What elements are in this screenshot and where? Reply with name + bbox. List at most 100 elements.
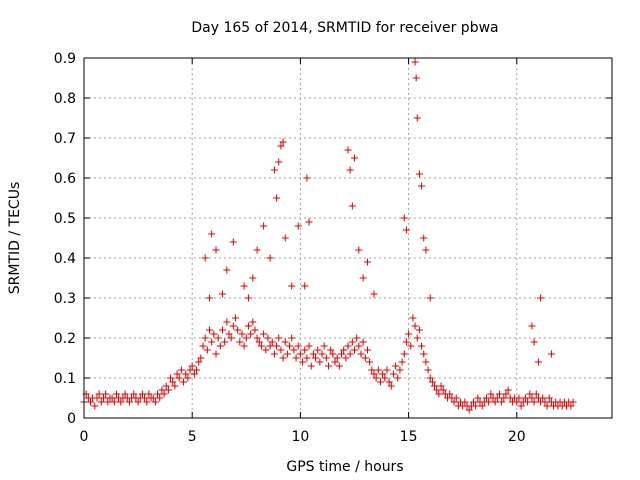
x-tick-label: 10 <box>291 429 309 445</box>
data-point <box>286 342 294 350</box>
data-point <box>320 342 328 350</box>
data-point <box>307 362 315 370</box>
data-point <box>186 366 194 374</box>
data-point <box>487 390 495 398</box>
data-point <box>112 390 120 398</box>
data-point <box>465 406 473 414</box>
data-point <box>167 374 175 382</box>
data-point <box>305 218 313 226</box>
data-point <box>318 350 326 358</box>
data-point <box>333 354 341 362</box>
data-point <box>545 394 553 402</box>
data-point <box>415 170 423 178</box>
data-point <box>383 366 391 374</box>
data-points <box>80 58 577 414</box>
data-point <box>190 370 198 378</box>
data-point <box>154 390 162 398</box>
data-point <box>281 234 289 242</box>
data-point <box>418 342 426 350</box>
data-point <box>355 246 363 254</box>
data-point <box>231 314 239 322</box>
data-point <box>450 398 458 406</box>
data-point <box>138 390 146 398</box>
data-point <box>400 214 408 222</box>
data-point <box>398 358 406 366</box>
y-tick-label: 0.3 <box>54 291 76 307</box>
data-point <box>223 318 231 326</box>
data-point <box>257 342 265 350</box>
data-point <box>537 294 545 302</box>
x-axis-ticks: 0 5 10 15 20 <box>80 58 526 445</box>
data-point <box>203 346 211 354</box>
data-point <box>212 350 220 358</box>
data-point <box>422 246 430 254</box>
data-point <box>279 138 287 146</box>
y-tick-label: 0.8 <box>54 91 76 107</box>
data-point <box>348 338 356 346</box>
data-point <box>275 334 283 342</box>
data-point <box>303 174 311 182</box>
data-point <box>99 394 107 402</box>
data-point <box>431 382 439 390</box>
data-point <box>381 374 389 382</box>
data-point <box>305 342 313 350</box>
data-point <box>223 266 231 274</box>
data-point <box>335 362 343 370</box>
data-point <box>435 390 443 398</box>
data-point <box>350 154 358 162</box>
data-point <box>234 326 242 334</box>
data-point <box>532 390 540 398</box>
data-point <box>294 342 302 350</box>
data-point <box>102 390 110 398</box>
data-point <box>195 358 203 366</box>
data-point <box>528 394 536 402</box>
data-point <box>264 334 272 342</box>
data-point <box>266 342 274 350</box>
data-point <box>359 274 367 282</box>
data-point <box>312 354 320 362</box>
data-point <box>412 74 420 82</box>
data-point <box>175 374 183 382</box>
data-point <box>266 254 274 262</box>
data-point <box>491 398 499 406</box>
data-point <box>543 402 551 410</box>
data-point <box>340 346 348 354</box>
data-point <box>240 282 248 290</box>
data-point <box>517 402 525 410</box>
x-tick-label: 0 <box>80 429 89 445</box>
data-point <box>422 358 430 366</box>
data-point <box>275 158 283 166</box>
data-point <box>184 374 192 382</box>
data-point <box>173 370 181 378</box>
data-point <box>485 398 493 406</box>
data-point <box>177 366 185 374</box>
data-point <box>322 354 330 362</box>
data-point <box>346 350 354 358</box>
data-point <box>288 282 296 290</box>
data-point <box>171 382 179 390</box>
data-point <box>169 378 177 386</box>
data-point <box>303 354 311 362</box>
x-tick-label: 5 <box>188 429 197 445</box>
data-point <box>392 362 400 370</box>
data-point <box>526 390 534 398</box>
data-point <box>541 398 549 406</box>
data-point <box>273 342 281 350</box>
data-point <box>180 378 188 386</box>
data-point <box>240 342 248 350</box>
data-point <box>201 334 209 342</box>
data-point <box>125 398 133 406</box>
data-point <box>547 350 555 358</box>
data-point <box>348 202 356 210</box>
data-point <box>214 334 222 342</box>
data-point <box>253 246 261 254</box>
data-point <box>253 334 261 342</box>
data-point <box>363 258 371 266</box>
data-point <box>350 346 358 354</box>
data-point <box>216 342 224 350</box>
data-point <box>134 398 142 406</box>
data-point <box>227 334 235 342</box>
data-point <box>294 222 302 230</box>
data-point <box>413 114 421 122</box>
data-point <box>262 346 270 354</box>
